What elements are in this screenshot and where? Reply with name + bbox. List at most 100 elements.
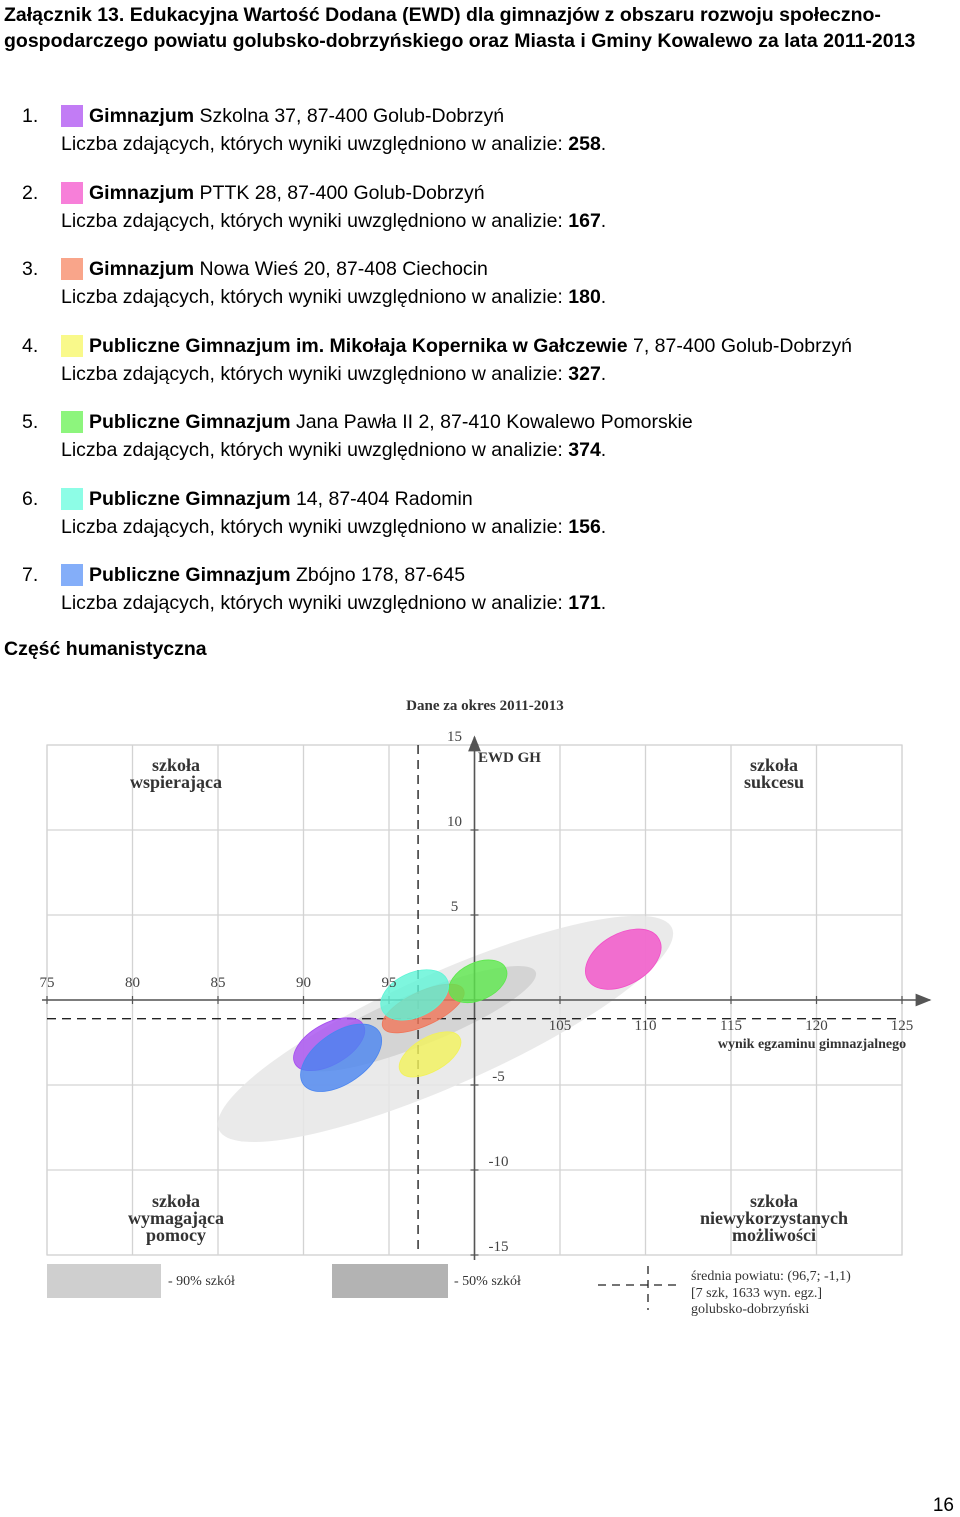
- quadrant-label-line: szkoła: [750, 755, 798, 775]
- count-label: Liczba zdających, których wyniki uwzględ…: [61, 515, 569, 538]
- x-tick-label: 115: [720, 1018, 742, 1034]
- y-tick-label: -10: [489, 1154, 509, 1170]
- document-title: Załącznik 13. Edukacyjna Wartość Dodana …: [4, 4, 916, 52]
- school-ellipse: [585, 928, 662, 990]
- school-address: Nowa Wieś 20, 87-408 Ciechocin: [194, 258, 488, 280]
- school-address: PTTK 28, 87-400 Golub-Dobrzyń: [194, 181, 485, 204]
- school-ellipse: [380, 969, 449, 1021]
- school-color-swatch: [61, 564, 83, 586]
- count-value: 156: [568, 515, 601, 538]
- quadrant-label-line: szkoła: [152, 1191, 200, 1211]
- quadrant-label-line: szkoła: [152, 755, 200, 775]
- count-value: 171: [568, 592, 601, 614]
- school-name-bold: Gimnazjum: [89, 258, 195, 280]
- school-count-line: Liczba zdających, których wyniki uwzględ…: [61, 439, 607, 461]
- quadrant-label-line: wspierająca: [130, 772, 222, 792]
- school-ellipse: [448, 959, 508, 1004]
- count-value: 374: [568, 439, 601, 461]
- count-label: Liczba zdających, których wyniki uwzględ…: [61, 439, 569, 461]
- school-count-line: Liczba zdających, których wyniki uwzględ…: [61, 592, 607, 614]
- x-tick-label: 105: [549, 1018, 572, 1034]
- school-color-swatch: [61, 411, 83, 433]
- school-number: 4.: [22, 334, 39, 357]
- count-label: Liczba zdających, których wyniki uwzględ…: [61, 209, 569, 232]
- school-address: Szkolna 37, 87-400 Golub-Dobrzyń: [194, 105, 505, 127]
- school-name-bold: Publiczne Gimnazjum im. Mikołaja Koperni…: [89, 334, 628, 357]
- school-number: 6.: [22, 487, 39, 510]
- quadrant-label-line: wymagająca: [128, 1208, 224, 1228]
- section-heading: Część humanistyczna: [4, 638, 207, 660]
- school-color-swatch: [61, 334, 83, 357]
- quadrant-label-line: szkoła: [750, 1191, 798, 1211]
- quadrant-label-line: niewykorzystanych: [700, 1208, 848, 1228]
- y-axis-label: EWD GH: [478, 750, 541, 766]
- school-name: Publiczne Gimnazjum im. Mikołaja Koperni…: [89, 332, 852, 360]
- school-number: 1.: [22, 105, 39, 127]
- school-color-swatch: [61, 258, 83, 280]
- legend-mean-text: golubsko-dobrzyński: [691, 1302, 809, 1317]
- x-tick-label: 75: [40, 975, 55, 991]
- school-ellipse: [398, 1031, 462, 1078]
- school-count-line: Liczba zdających, których wyniki uwzględ…: [61, 362, 607, 385]
- school-count-line: Liczba zdających, których wyniki uwzględ…: [61, 209, 607, 232]
- school-name-bold: Publiczne Gimnazjum: [89, 411, 291, 433]
- legend-mean-text: [7 szk, 1633 wyn. egz.]: [691, 1286, 822, 1301]
- school-count-line: Liczba zdających, których wyniki uwzględ…: [61, 515, 607, 538]
- school-name-bold: Gimnazjum: [89, 181, 195, 204]
- quadrant-label-line: sukcesu: [744, 772, 804, 792]
- count-label: Liczba zdających, których wyniki uwzględ…: [61, 133, 569, 155]
- school-name: Gimnazjum Nowa Wieś 20, 87-408 Ciechocin: [89, 255, 488, 283]
- school-number: 5.: [22, 411, 39, 433]
- school-name: Publiczne Gimnazjum Zbójno 178, 87-645: [89, 561, 465, 589]
- count-label: Liczba zdających, których wyniki uwzględ…: [61, 362, 569, 385]
- x-tick-label: 95: [382, 975, 397, 991]
- school-name: Publiczne Gimnazjum Jana Pawła II 2, 87-…: [89, 408, 693, 436]
- x-tick-label: 110: [635, 1018, 657, 1034]
- count-value: 327: [568, 362, 601, 385]
- school-count-line: Liczba zdających, których wyniki uwzględ…: [61, 286, 607, 308]
- x-tick-label: 125: [891, 1018, 914, 1034]
- count-value: 180: [568, 286, 601, 308]
- school-color-swatch: [61, 181, 83, 204]
- school-name: Gimnazjum Szkolna 37, 87-400 Golub-Dobrz…: [89, 102, 504, 130]
- school-address: 7, 87-400 Golub-Dobrzyń: [627, 334, 852, 357]
- school-name-bold: Publiczne Gimnazjum: [89, 487, 291, 510]
- school-name-bold: Publiczne Gimnazjum: [89, 564, 291, 586]
- school-name: Gimnazjum PTTK 28, 87-400 Golub-Dobrzyń: [89, 179, 485, 207]
- school-color-swatch: [61, 487, 83, 510]
- y-tick-label: 10: [447, 814, 462, 830]
- school-color-swatch: [61, 105, 83, 127]
- legend-label-50: - 50% szkół: [454, 1274, 521, 1289]
- school-number: 7.: [22, 564, 39, 586]
- school-address: Zbójno 178, 87-645: [290, 564, 466, 586]
- legend-label-90: - 90% szkół: [168, 1274, 235, 1289]
- quadrant-label-line: możliwości: [732, 1225, 816, 1245]
- school-number: 3.: [22, 258, 39, 280]
- count-value: 167: [568, 209, 601, 232]
- legend-swatch-90: [47, 1264, 161, 1298]
- school-number: 2.: [22, 181, 39, 204]
- x-tick-label: 85: [211, 975, 226, 991]
- x-axis-label: wynik egzaminu gimnazjalnego: [718, 1037, 906, 1052]
- count-value: 258: [568, 133, 601, 155]
- chart-title: Dane za okres 2011-2013: [406, 698, 564, 714]
- school-name: Publiczne Gimnazjum 14, 87-404 Radomin: [89, 485, 473, 513]
- school-address: 14, 87-404 Radomin: [290, 487, 473, 510]
- y-tick-label: -5: [492, 1069, 505, 1085]
- school-name-bold: Gimnazjum: [89, 105, 195, 127]
- school-address: Jana Pawła II 2, 87-410 Kowalewo Pomorsk…: [290, 411, 693, 433]
- count-label: Liczba zdających, których wyniki uwzględ…: [61, 592, 569, 614]
- school-count-line: Liczba zdających, których wyniki uwzględ…: [61, 133, 607, 155]
- quadrant-label-line: pomocy: [146, 1225, 206, 1245]
- page-number: 16: [932, 1495, 954, 1516]
- x-tick-label: 90: [296, 975, 311, 991]
- count-label: Liczba zdających, których wyniki uwzględ…: [61, 286, 569, 308]
- y-tick-label: 5: [451, 899, 459, 915]
- x-tick-label: 120: [805, 1018, 828, 1034]
- legend-mean-text: średnia powiatu: (96,7; -1,1): [691, 1269, 851, 1284]
- legend-swatch-50: [332, 1264, 448, 1298]
